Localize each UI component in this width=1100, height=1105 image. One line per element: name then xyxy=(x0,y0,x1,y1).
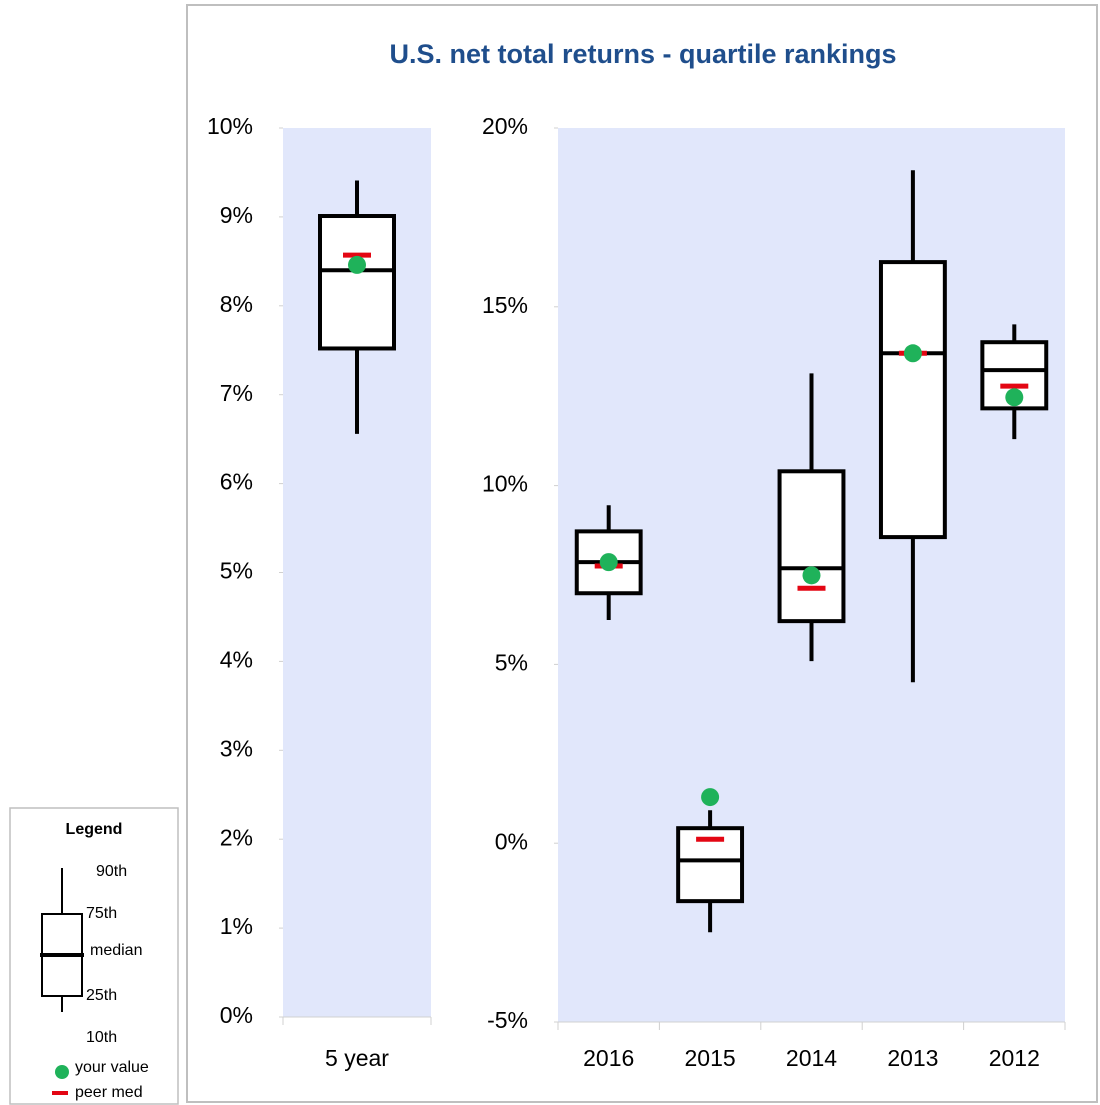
chart-title: U.S. net total returns - quartile rankin… xyxy=(389,39,896,69)
your-value xyxy=(701,788,720,807)
x-tick-label: 2014 xyxy=(786,1045,837,1071)
y-tick-label: 9% xyxy=(220,202,253,228)
legend-label: peer med xyxy=(75,1084,143,1101)
your-value xyxy=(348,255,366,274)
legend-value-marker xyxy=(55,1065,69,1079)
y-tick-label: 20% xyxy=(482,113,528,139)
legend-title: Legend xyxy=(66,821,123,838)
legend-label: 75th xyxy=(86,905,117,922)
y-tick-label: 10% xyxy=(482,471,528,497)
your-value xyxy=(599,553,618,572)
x-tick-label: 5 year xyxy=(325,1045,389,1071)
y-tick-label: 0% xyxy=(495,828,528,854)
legend-label: median xyxy=(90,942,142,959)
box xyxy=(878,260,947,540)
y-tick-label: 5% xyxy=(220,558,253,584)
y-tick-label: 5% xyxy=(495,649,528,675)
box xyxy=(318,214,396,351)
legend-label: 90th xyxy=(96,863,127,880)
y-tick-label: 2% xyxy=(220,824,253,850)
x-tick-label: 2013 xyxy=(887,1045,938,1071)
legend-label: 25th xyxy=(86,987,117,1004)
y-tick-label: 15% xyxy=(482,292,528,318)
legend-label: your value xyxy=(75,1059,149,1076)
box xyxy=(777,469,846,624)
y-tick-label: 8% xyxy=(220,291,253,317)
y-tick-label: 7% xyxy=(220,380,253,406)
legend: Legend 90th 75th median 25th 10th your v… xyxy=(9,807,179,1105)
y-tick-label: 10% xyxy=(207,113,253,139)
y-tick-label: 3% xyxy=(220,735,253,761)
your-value xyxy=(1005,388,1024,407)
y-tick-label: 4% xyxy=(220,646,253,672)
x-tick-label: 2012 xyxy=(989,1045,1040,1071)
y-tick-label: 6% xyxy=(220,469,253,495)
y-tick-label: 0% xyxy=(220,1002,253,1028)
legend-frame xyxy=(9,807,179,1105)
x-tick-label: 2016 xyxy=(583,1045,634,1071)
legend-label: 10th xyxy=(86,1029,117,1046)
x-tick-label: 2015 xyxy=(685,1045,736,1071)
y-tick-label: -5% xyxy=(487,1007,528,1033)
your-value xyxy=(903,344,922,363)
y-tick-label: 1% xyxy=(220,913,253,939)
your-value xyxy=(802,566,821,585)
